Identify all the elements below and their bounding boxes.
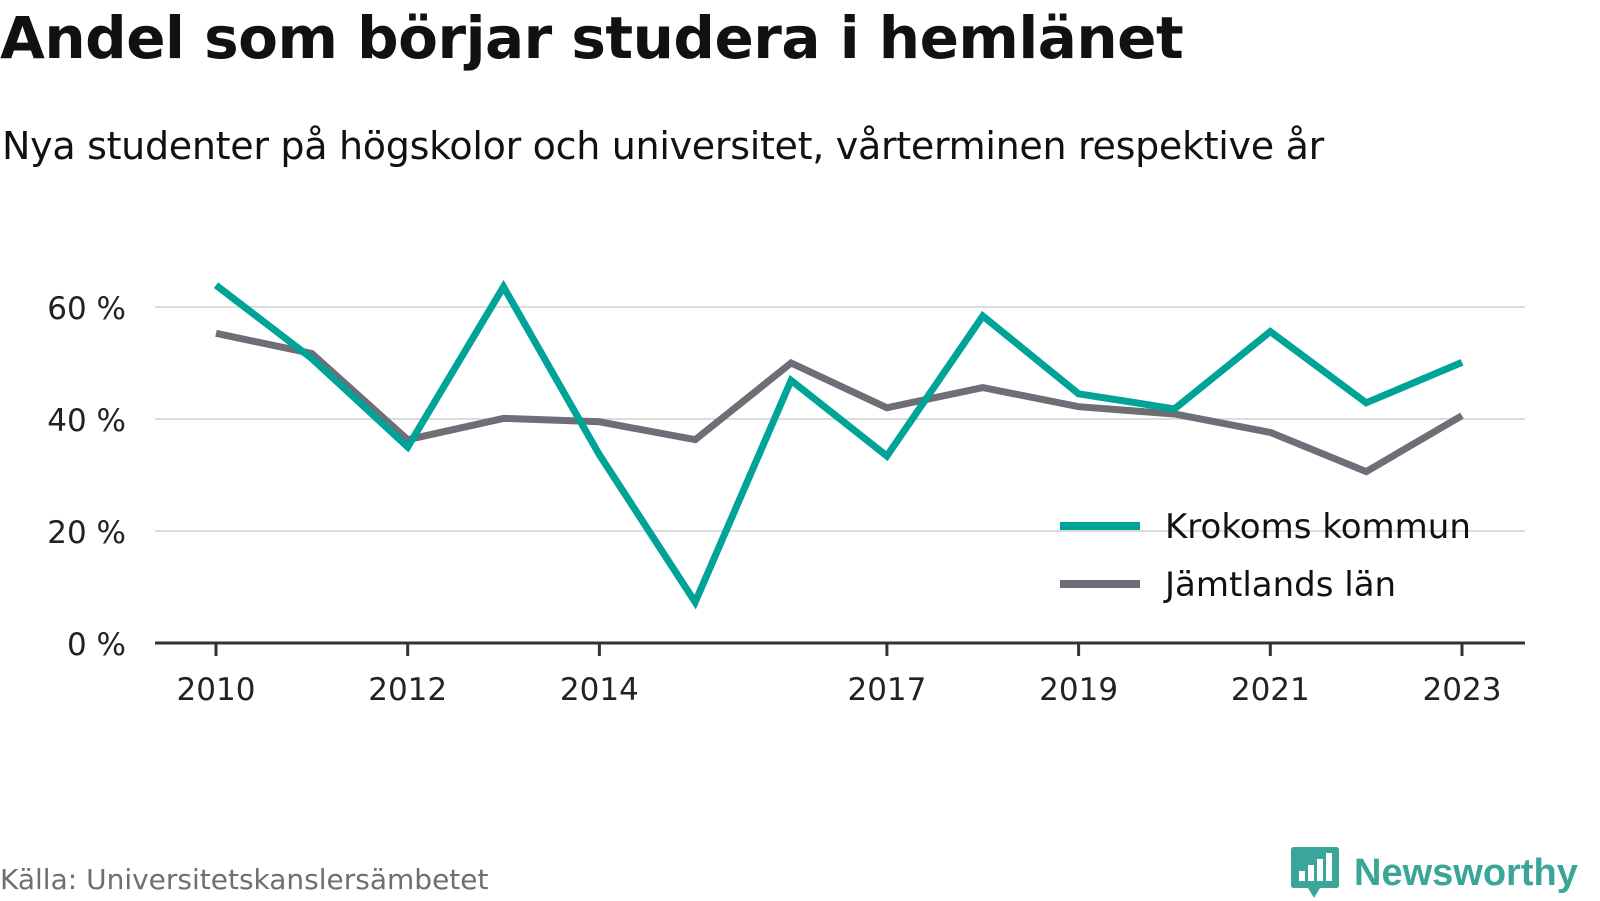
brand-name: Newsworthy (1354, 851, 1578, 894)
newsworthy-logo-icon (1291, 847, 1339, 898)
y-tick-label: 20 % (47, 515, 126, 551)
x-tick-label: 2014 (560, 672, 639, 708)
source-note: Källa: Universitetskanslersämbetet (0, 863, 489, 896)
series-line-1 (213, 279, 1464, 610)
legend-label: Krokoms kommun (1165, 507, 1471, 547)
x-tick-label: 2012 (368, 672, 447, 708)
legend-label: Jämtlands län (1163, 565, 1396, 605)
y-tick-label: 0 % (67, 627, 126, 663)
x-tick-label: 2021 (1231, 672, 1310, 708)
x-tick-label: 2017 (847, 672, 926, 708)
x-tick-label: 2010 (177, 672, 256, 708)
series-line-2 (215, 329, 1464, 476)
chart-title: Andel som börjar studera i hemlänet (0, 4, 1184, 72)
brand-logo: Newsworthy (1290, 845, 1578, 901)
x-tick-label: 2019 (1039, 672, 1118, 708)
chart-subtitle: Nya studenter på högskolor och universit… (2, 124, 1324, 168)
x-tick-label: 2023 (1423, 672, 1502, 708)
y-tick-label: 60 % (47, 291, 126, 327)
y-tick-label: 40 % (47, 403, 126, 439)
